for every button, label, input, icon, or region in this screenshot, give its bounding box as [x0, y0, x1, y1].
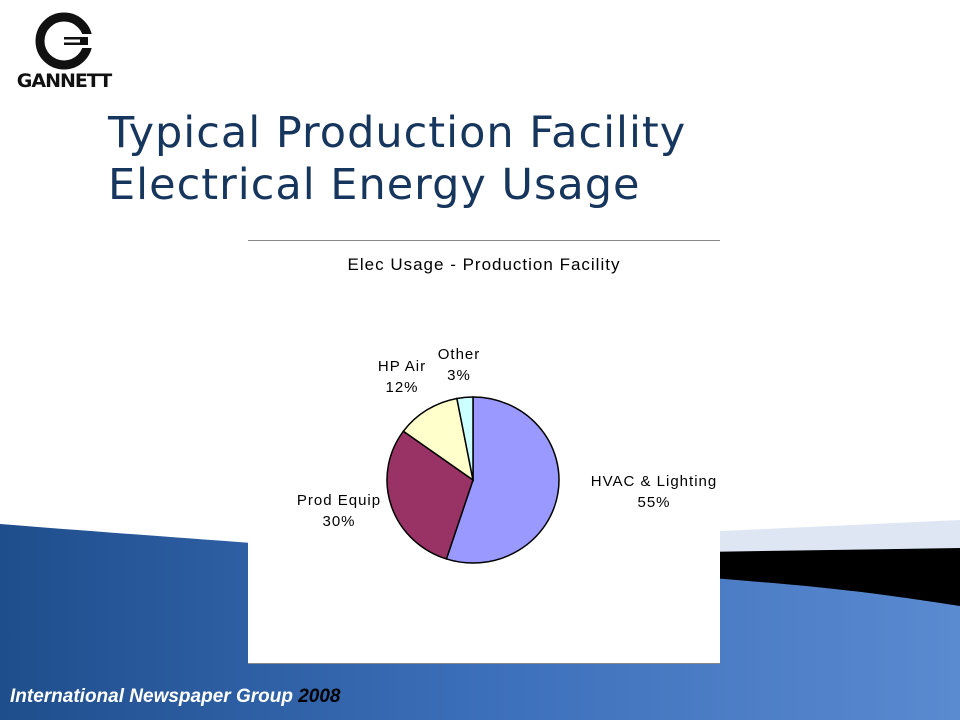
light-wave	[700, 520, 960, 556]
footer-year: 2008	[298, 686, 341, 707]
slice-value-label: 3%	[447, 367, 471, 384]
slice-label: Prod Equip	[297, 492, 381, 509]
globe-g-icon	[35, 12, 93, 70]
footer-text: International Newspaper Group	[10, 686, 293, 707]
gannett-logo: GANNETT	[14, 12, 114, 94]
pie-slice-hp-air	[402, 397, 475, 482]
slice-value-label: 30%	[322, 513, 355, 530]
pie-chart: HVAC & Lighting 55% Prod Equip 30% HP Air 12%…	[297, 346, 717, 564]
title-line-1: Typical Production Facility	[108, 108, 687, 158]
pie-slice-hvac-lighting	[445, 396, 560, 564]
slice-value-label: 55%	[637, 494, 670, 511]
pie-slice-other	[456, 396, 474, 481]
logo-text: GANNETT	[16, 70, 112, 92]
footer: International Newspaper Group 2008	[10, 686, 341, 708]
pie-slice-prod-equip	[386, 430, 474, 560]
slice-label: HVAC & Lighting	[591, 473, 717, 490]
chart-title: Elec Usage - Production Facility	[347, 255, 621, 274]
slice-label: Other	[438, 346, 481, 363]
title-line-2: Electrical Energy Usage	[108, 159, 641, 210]
chart-area: Elec Usage - Production Facility HVAC & …	[248, 240, 720, 664]
slice-value-label: 12%	[385, 379, 418, 396]
black-wave	[700, 548, 960, 608]
slice-label: HP Air	[378, 358, 426, 375]
slide-title: Typical Production Facility Electrical E…	[108, 108, 908, 211]
